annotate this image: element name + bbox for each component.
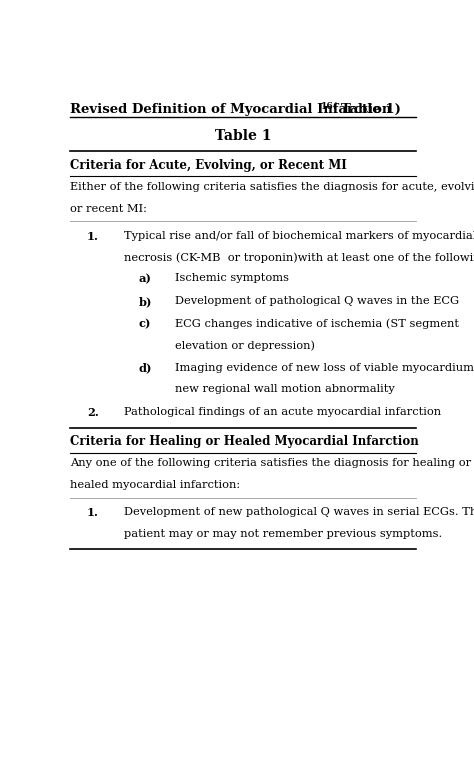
Text: Revised Definition of Myocardial Infarction: Revised Definition of Myocardial Infarct… (70, 103, 392, 116)
Text: elevation or depression): elevation or depression) (175, 340, 315, 351)
Text: 16(: 16( (321, 102, 338, 111)
Text: Ischemic symptoms: Ischemic symptoms (175, 273, 289, 283)
Text: ECG changes indicative of ischemia (ST segment: ECG changes indicative of ischemia (ST s… (175, 318, 459, 329)
Text: Either of the following criteria satisfies the diagnosis for acute, evolving,: Either of the following criteria satisfi… (70, 183, 474, 192)
Text: necrosis (CK-MB  or troponin)with at least one of the following:: necrosis (CK-MB or troponin)with at leas… (124, 252, 474, 263)
Text: b): b) (138, 296, 152, 307)
Text: 2.: 2. (87, 406, 99, 418)
Text: a): a) (138, 273, 151, 284)
Text: Criteria for Acute, Evolving, or Recent MI: Criteria for Acute, Evolving, or Recent … (70, 159, 347, 172)
Text: c): c) (138, 318, 151, 329)
Text: Table 1: Table 1 (215, 129, 271, 143)
Text: Development of new pathological Q waves in serial ECGs. The: Development of new pathological Q waves … (124, 507, 474, 517)
Text: healed myocardial infarction:: healed myocardial infarction: (70, 480, 240, 490)
Text: d): d) (138, 362, 152, 374)
Text: or recent MI:: or recent MI: (70, 204, 147, 214)
Text: 1.: 1. (87, 231, 99, 241)
Text: Any one of the following criteria satisfies the diagnosis for healing or: Any one of the following criteria satisf… (70, 458, 472, 468)
Text: new regional wall motion abnormality: new regional wall motion abnormality (175, 384, 395, 394)
Text: Pathological findings of an acute myocardial infarction: Pathological findings of an acute myocar… (124, 406, 441, 416)
Text: Criteria for Healing or Healed Myocardial Infarction: Criteria for Healing or Healed Myocardia… (70, 435, 419, 448)
Text: Imaging evidence of new loss of viable myocardium or: Imaging evidence of new loss of viable m… (175, 362, 474, 372)
Text: Development of pathological Q waves in the ECG: Development of pathological Q waves in t… (175, 296, 459, 306)
Text: patient may or may not remember previous symptoms.: patient may or may not remember previous… (124, 529, 442, 539)
Text: Table 1): Table 1) (341, 103, 401, 116)
Text: Typical rise and/or fall of biochemical markers of myocardial: Typical rise and/or fall of biochemical … (124, 231, 474, 241)
Text: 1.: 1. (87, 507, 99, 518)
